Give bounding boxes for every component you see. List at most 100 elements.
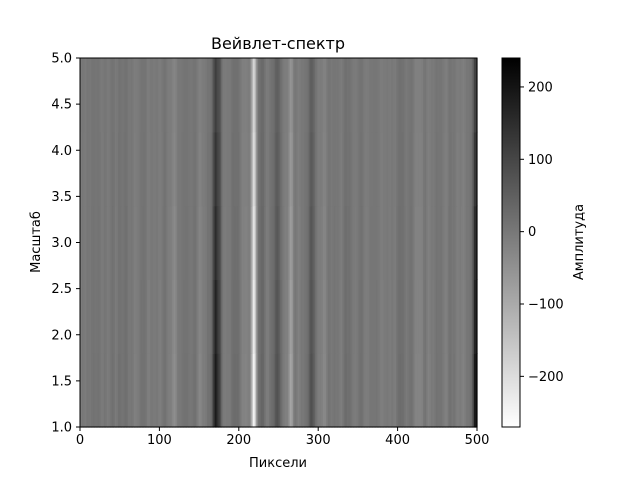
- heatmap-cell: [116, 353, 119, 428]
- heatmap-cell: [94, 353, 97, 428]
- heatmap-cell: [442, 205, 445, 280]
- heatmap-cell: [108, 279, 111, 354]
- heatmap-cell: [365, 353, 369, 428]
- heatmap-cell: [148, 205, 151, 280]
- heatmap-cell: [197, 58, 200, 133]
- heatmap-cell: [205, 131, 208, 207]
- heatmap-cell: [83, 205, 86, 280]
- heatmap-cell: [461, 279, 464, 354]
- heatmap-cell: [348, 58, 351, 133]
- heatmap-cell: [359, 205, 362, 280]
- heatmap-cell: [222, 205, 226, 280]
- heatmap-cell: [375, 279, 378, 354]
- heatmap-cell: [176, 58, 180, 133]
- heatmap-cell: [448, 279, 451, 354]
- heatmap-cell: [238, 205, 241, 280]
- heatmap-cell: [119, 131, 122, 207]
- heatmap-cell: [175, 279, 178, 354]
- heatmap-cell: [367, 353, 370, 428]
- heatmap-cell: [167, 131, 170, 207]
- heatmap-cell: [138, 131, 141, 207]
- heatmap-cell: [424, 58, 427, 133]
- heatmap-cell: [443, 131, 446, 207]
- heatmap-cell: [273, 353, 276, 428]
- heatmap-cell: [170, 353, 173, 428]
- heatmap-cell: [462, 205, 465, 280]
- heatmap-cell: [407, 205, 410, 280]
- heatmap-cell: [167, 58, 170, 133]
- heatmap-cell: [80, 131, 83, 207]
- heatmap-cell: [349, 279, 353, 354]
- heatmap-cell: [253, 353, 256, 428]
- heatmap-cell: [345, 131, 348, 207]
- heatmap-cell: [318, 58, 321, 133]
- heatmap-cell: [470, 58, 473, 133]
- heatmap-cell: [310, 279, 313, 354]
- heatmap-cell: [415, 353, 418, 428]
- heatmap-cell: [464, 58, 467, 133]
- heatmap-cell: [289, 58, 292, 133]
- heatmap-cell: [313, 58, 316, 133]
- heatmap-cell: [251, 279, 254, 354]
- heatmap-cell: [173, 58, 176, 133]
- heatmap-cell: [183, 58, 186, 133]
- heatmap-cell: [276, 205, 280, 280]
- heatmap-cell: [273, 279, 276, 354]
- heatmap-cell: [330, 353, 334, 428]
- heatmap-cell: [137, 131, 140, 207]
- heatmap-cell: [176, 279, 180, 354]
- heatmap-cell: [353, 205, 356, 280]
- colorbar-tick-label: −200: [528, 370, 564, 385]
- heatmap-cell: [369, 131, 372, 207]
- y-axis-label: Масштаб: [29, 211, 44, 273]
- heatmap-cell: [329, 58, 332, 133]
- heatmap-cell: [203, 353, 207, 428]
- heatmap-cell: [281, 131, 284, 207]
- heatmap-cell: [219, 279, 222, 354]
- heatmap-cell: [421, 353, 424, 428]
- chart-title: Вейвлет-спектр: [211, 34, 345, 53]
- heatmap-cell: [254, 205, 257, 280]
- heatmap-cell: [145, 58, 148, 133]
- heatmap-cell: [459, 353, 462, 428]
- heatmap-cell: [237, 131, 240, 207]
- heatmap-cell: [180, 279, 183, 354]
- heatmap-cell: [280, 353, 283, 428]
- heatmap-cell: [405, 353, 408, 428]
- heatmap-cell: [313, 131, 316, 207]
- heatmap-cell: [154, 205, 157, 280]
- heatmap-cell: [108, 205, 111, 280]
- heatmap-cell: [391, 279, 394, 354]
- heatmap-cell: [473, 131, 477, 207]
- heatmap-cell: [145, 279, 148, 354]
- heatmap-cell: [342, 353, 345, 428]
- heatmap-cell: [459, 205, 462, 280]
- heatmap-cell: [165, 279, 168, 354]
- heatmap-cell: [292, 353, 295, 428]
- heatmap-cell: [445, 58, 448, 133]
- heatmap-cell: [222, 131, 226, 207]
- heatmap-cell: [289, 131, 292, 207]
- heatmap-cell: [423, 353, 426, 428]
- heatmap-cell: [396, 353, 399, 428]
- heatmap-cell: [270, 353, 273, 428]
- heatmap-cell: [170, 131, 173, 207]
- heatmap-cell: [140, 353, 143, 428]
- heatmap-cell: [214, 131, 218, 207]
- heatmap-cell: [110, 131, 113, 207]
- heatmap-cell: [192, 205, 195, 280]
- heatmap-cell: [238, 353, 241, 428]
- heatmap-cell: [254, 353, 257, 428]
- heatmap-cell: [316, 131, 319, 207]
- heatmap-cell: [334, 205, 337, 280]
- heatmap-cell: [340, 353, 343, 428]
- heatmap-cell: [292, 205, 295, 280]
- heatmap-cell: [380, 279, 383, 354]
- heatmap-cell: [243, 58, 246, 133]
- heatmap-cell: [245, 279, 248, 354]
- heatmap-cell: [146, 131, 149, 207]
- heatmap-cell: [462, 279, 465, 354]
- heatmap-cell: [267, 353, 270, 428]
- heatmap-cell: [315, 205, 318, 280]
- heatmap-cell: [383, 353, 386, 428]
